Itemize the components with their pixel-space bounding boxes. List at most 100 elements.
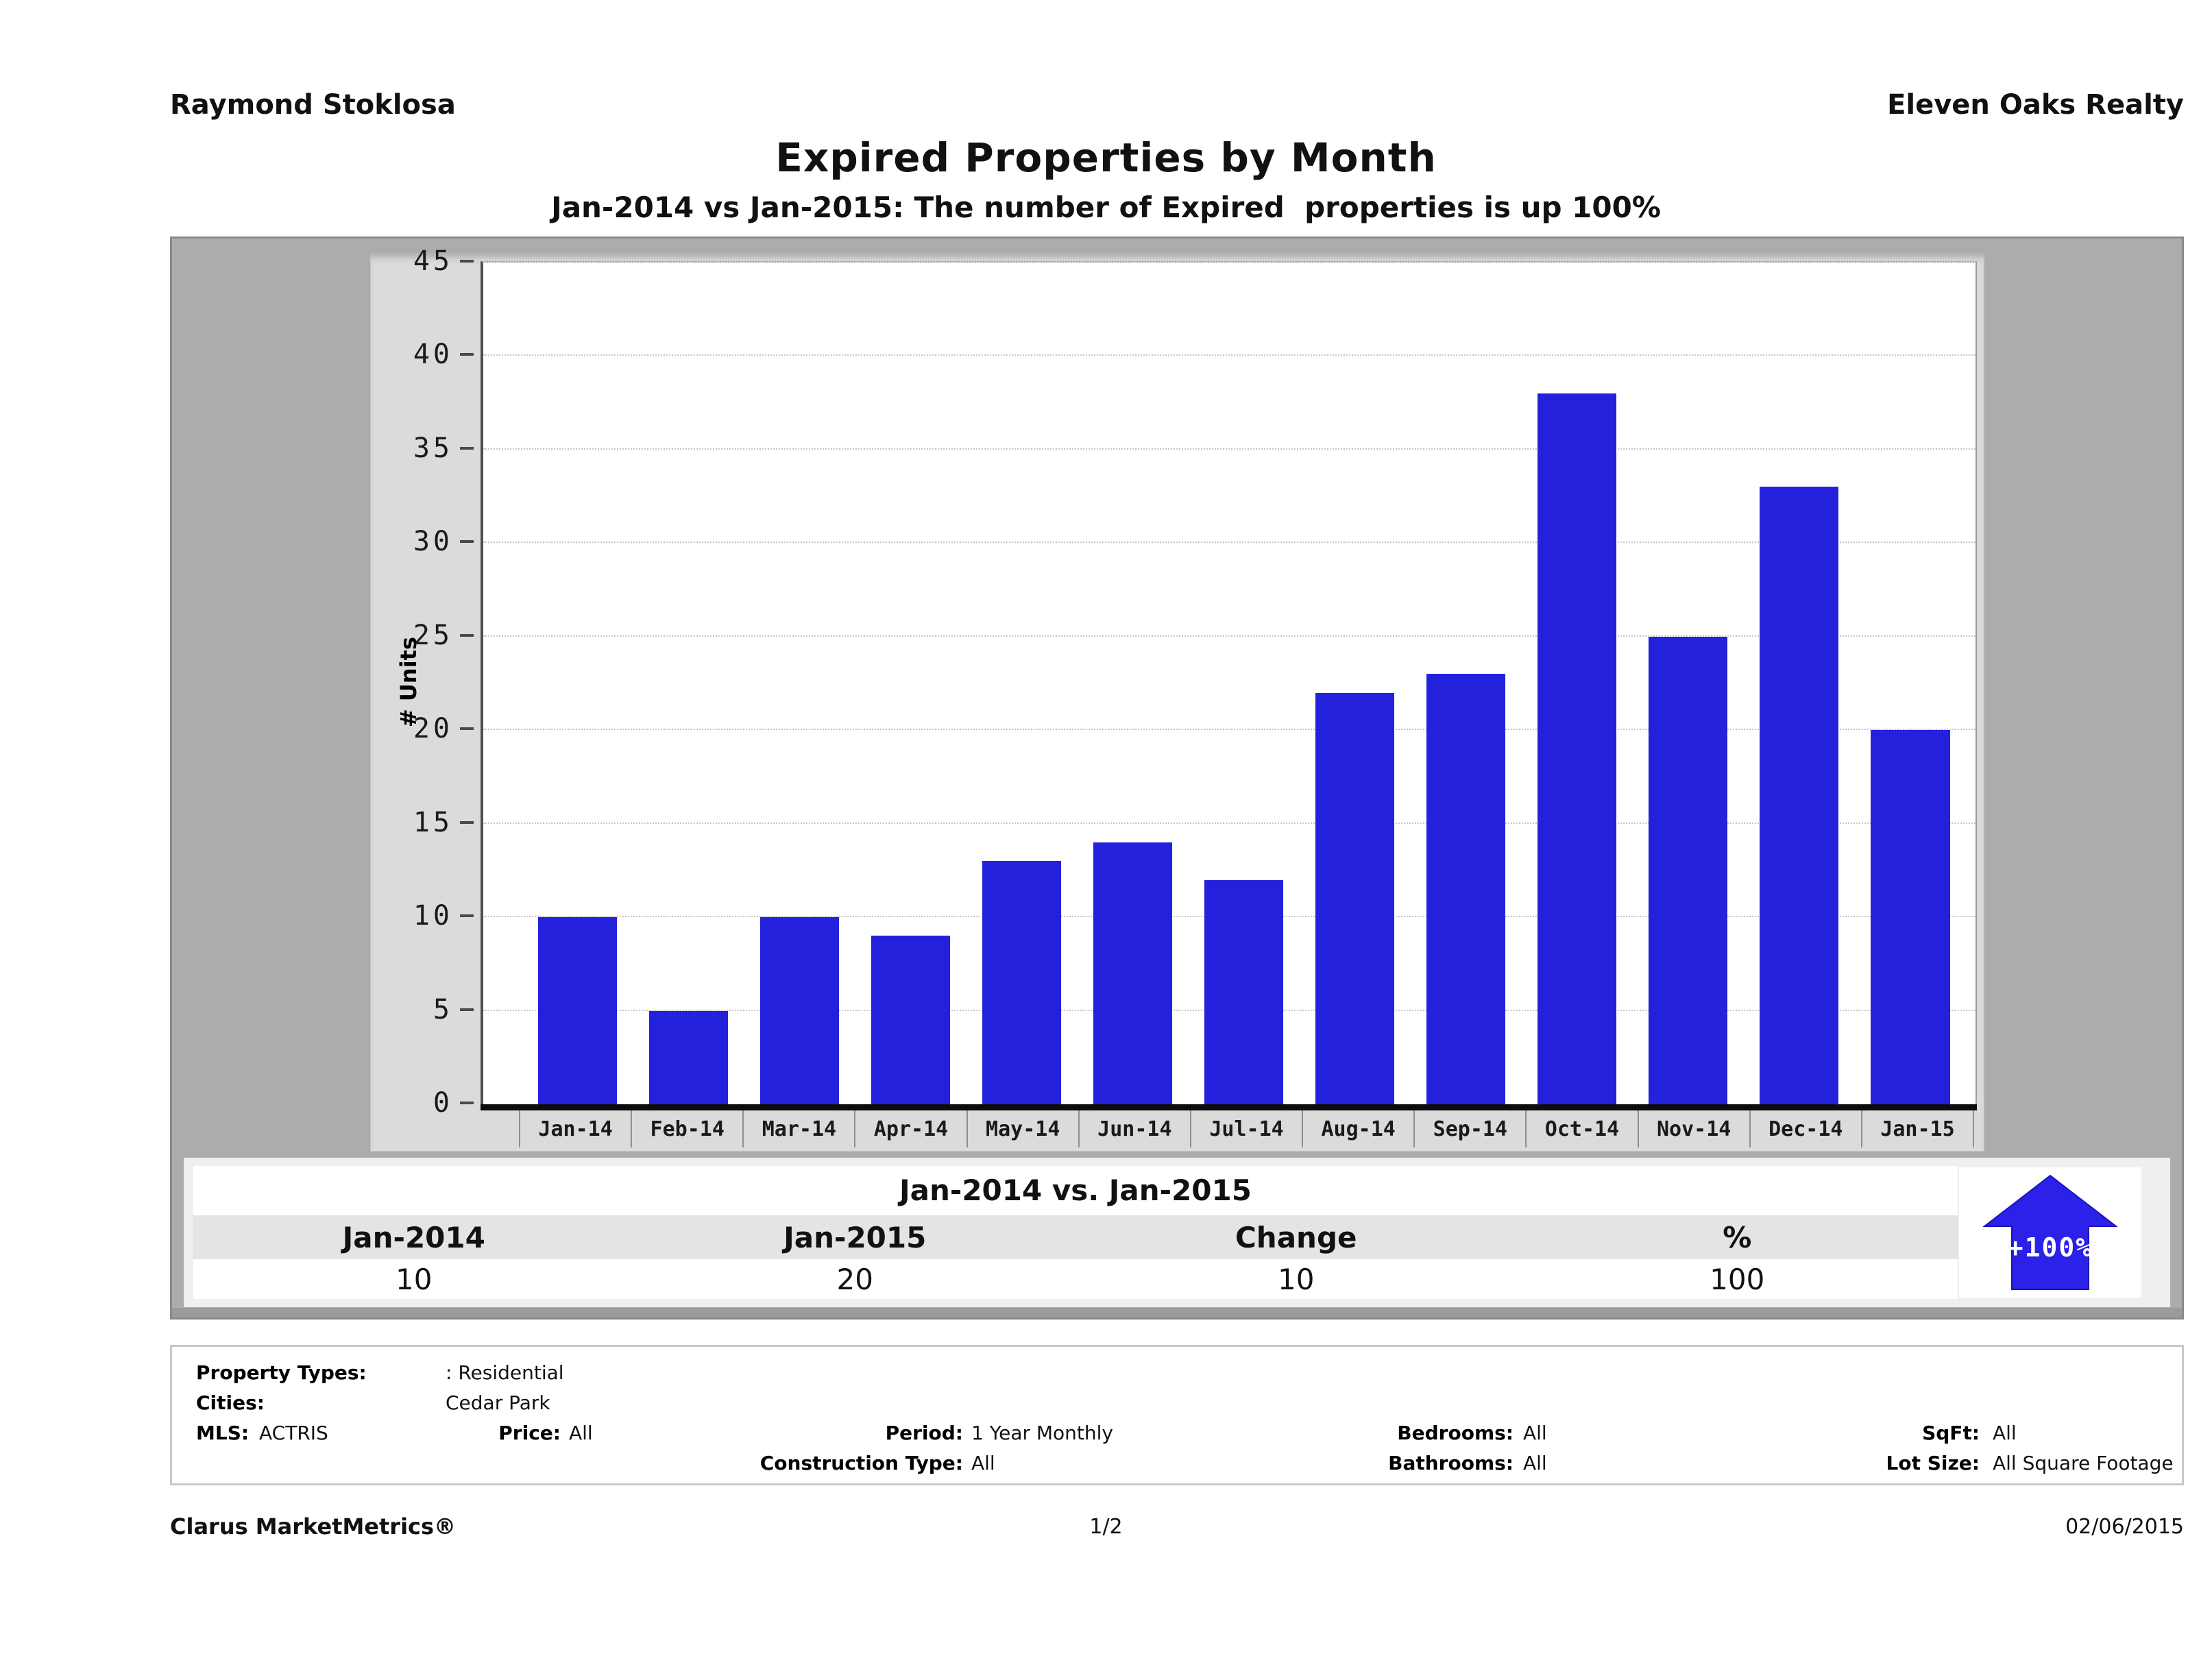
bar-Nov-14: [1649, 636, 1728, 1104]
bar-Sep-14: [1426, 674, 1506, 1104]
bar-Feb-14: [648, 1010, 728, 1104]
construction-type-label: Construction Type:: [759, 1452, 963, 1474]
x-label-Nov-14: Nov-14: [1637, 1110, 1749, 1147]
y-tick-mark-20: [460, 727, 474, 731]
summary-table-value-row: 10 20 10 100: [193, 1259, 1958, 1299]
bedrooms-value: All: [1523, 1422, 1547, 1444]
property-types-label: Property Types:: [196, 1361, 367, 1384]
bar-Dec-14: [1760, 487, 1839, 1104]
sqft-label: SqFt:: [1922, 1422, 1980, 1444]
x-label-Jan-14: Jan-14: [519, 1110, 631, 1147]
summary-value-cell: 10: [1278, 1262, 1315, 1296]
x-label-Sep-14: Sep-14: [1413, 1110, 1525, 1147]
x-label-Jun-14: Jun-14: [1078, 1110, 1190, 1147]
gridline-45: [483, 261, 1976, 263]
period-label: Period:: [885, 1422, 963, 1444]
x-axis-line: [481, 1104, 1977, 1110]
y-tick-label-45: 45: [413, 245, 453, 277]
gridline-25: [483, 635, 1976, 637]
bar-slot-Jul-14: [1188, 263, 1299, 1104]
gridline-20: [483, 729, 1976, 731]
y-tick-label-30: 30: [413, 526, 453, 558]
bar-Jan-15: [1871, 730, 1950, 1104]
y-tick-mark-45: [460, 260, 474, 263]
page-title: Expired Properties by Month: [775, 134, 1437, 181]
bedrooms-label: Bedrooms:: [1397, 1422, 1514, 1444]
bar-Jun-14: [1093, 842, 1172, 1104]
plot-area: [481, 261, 1977, 1104]
bar-slot-Aug-14: [1300, 263, 1411, 1104]
summary-header-cell: Jan-2015: [783, 1220, 927, 1254]
summary-table-header-row: Jan-2014 Jan-2015 Change %: [193, 1215, 1958, 1259]
lot-size-value: All Square Footage: [1993, 1452, 2174, 1474]
y-tick-label-20: 20: [413, 713, 453, 745]
x-label-Feb-14: Feb-14: [631, 1110, 742, 1147]
bathrooms-label: Bathrooms:: [1388, 1452, 1514, 1474]
bar-slot-Mar-14: [744, 263, 855, 1104]
criteria-panel: Property Types: : Residential Cities: Ce…: [170, 1345, 2184, 1485]
y-tick-label-0: 0: [433, 1087, 453, 1119]
y-tick-mark-25: [460, 633, 474, 637]
gridline-40: [483, 354, 1976, 356]
summary-table: Jan-2014 vs. Jan-2015 Jan-2014 Jan-2015 …: [193, 1166, 1958, 1299]
change-indicator: +100%: [1959, 1167, 2141, 1298]
bar-slot-Sep-14: [1411, 263, 1522, 1104]
chart-section: # Units 0 5 10 15 20 25 30 35 40 45 Jan-14 Feb-14 M…: [170, 236, 2184, 1320]
y-tick-mark-35: [460, 446, 474, 450]
bar-Oct-14: [1538, 393, 1617, 1104]
summary-value-cell: 100: [1710, 1262, 1765, 1296]
cities-label: Cities:: [196, 1391, 265, 1414]
bar-slot-Jan-15: [1855, 263, 1966, 1104]
footer-page-number: 1/2: [1089, 1515, 1123, 1539]
summary-header-cell: %: [1723, 1220, 1752, 1254]
sqft-value: All: [1993, 1422, 2017, 1444]
footer-product-name: Clarus MarketMetrics®: [170, 1513, 457, 1540]
y-tick-mark-5: [460, 1008, 474, 1011]
y-tick-label-15: 15: [413, 806, 453, 838]
gridline-15: [483, 822, 1976, 824]
change-badge: +100%: [2008, 1232, 2093, 1263]
x-label-Dec-14: Dec-14: [1749, 1110, 1861, 1147]
lot-size-label: Lot Size:: [1886, 1452, 1980, 1474]
y-tick-label-10: 10: [413, 900, 453, 932]
page-subtitle: Jan-2014 vs Jan-2015: The number of Expi…: [551, 191, 1661, 224]
construction-type-value: All: [971, 1452, 995, 1474]
agent-name: Raymond Stoklosa: [170, 89, 456, 121]
bar-slot-Apr-14: [855, 263, 966, 1104]
x-label-Mar-14: Mar-14: [742, 1110, 854, 1147]
x-label-Jul-14: Jul-14: [1189, 1110, 1302, 1147]
gridline-35: [483, 448, 1976, 450]
footer-date: 02/06/2015: [2065, 1515, 2184, 1539]
period-value: 1 Year Monthly: [971, 1422, 1114, 1444]
summary-header-cell: Change: [1235, 1220, 1357, 1254]
mls-label: MLS:: [196, 1422, 250, 1444]
y-tick-label-35: 35: [413, 432, 453, 464]
bar-slot-Jun-14: [1077, 263, 1188, 1104]
summary-table-title: Jan-2014 vs. Jan-2015: [193, 1166, 1958, 1215]
bar-Jan-14: [537, 917, 617, 1104]
bar-Apr-14: [871, 936, 950, 1104]
bar-May-14: [982, 861, 1061, 1104]
y-axis-ticks: 0 5 10 15 20 25 30 35 40 45: [371, 245, 481, 1119]
mls-value: ACTRIS: [259, 1422, 328, 1444]
up-arrow-icon: +100%: [1982, 1174, 2118, 1290]
x-label-Apr-14: Apr-14: [854, 1110, 966, 1147]
bar-slot-Dec-14: [1744, 263, 1855, 1104]
gridline-30: [483, 542, 1976, 544]
price-label: Price:: [498, 1422, 561, 1444]
y-tick-mark-0: [460, 1102, 474, 1104]
bar-chart-panel: # Units 0 5 10 15 20 25 30 35 40 45 Jan-14 Feb-14 M…: [370, 245, 1984, 1152]
bar-Aug-14: [1315, 692, 1395, 1104]
x-label-May-14: May-14: [966, 1110, 1078, 1147]
y-tick-label-5: 5: [433, 993, 453, 1025]
x-label-Aug-14: Aug-14: [1302, 1110, 1413, 1147]
brokerage-name: Eleven Oaks Realty: [1887, 89, 2184, 121]
bar-Jul-14: [1204, 879, 1284, 1104]
x-axis-labels: Jan-14 Feb-14 Mar-14 Apr-14 May-14 Jun-14 Jul-…: [519, 1110, 1975, 1147]
bathrooms-value: All: [1523, 1452, 1547, 1474]
property-types-value: : Residential: [446, 1361, 564, 1384]
y-tick-label-40: 40: [413, 339, 453, 371]
bar-slot-Jan-14: [522, 263, 633, 1104]
y-tick-mark-30: [460, 540, 474, 544]
cities-value: Cedar Park: [446, 1391, 550, 1414]
